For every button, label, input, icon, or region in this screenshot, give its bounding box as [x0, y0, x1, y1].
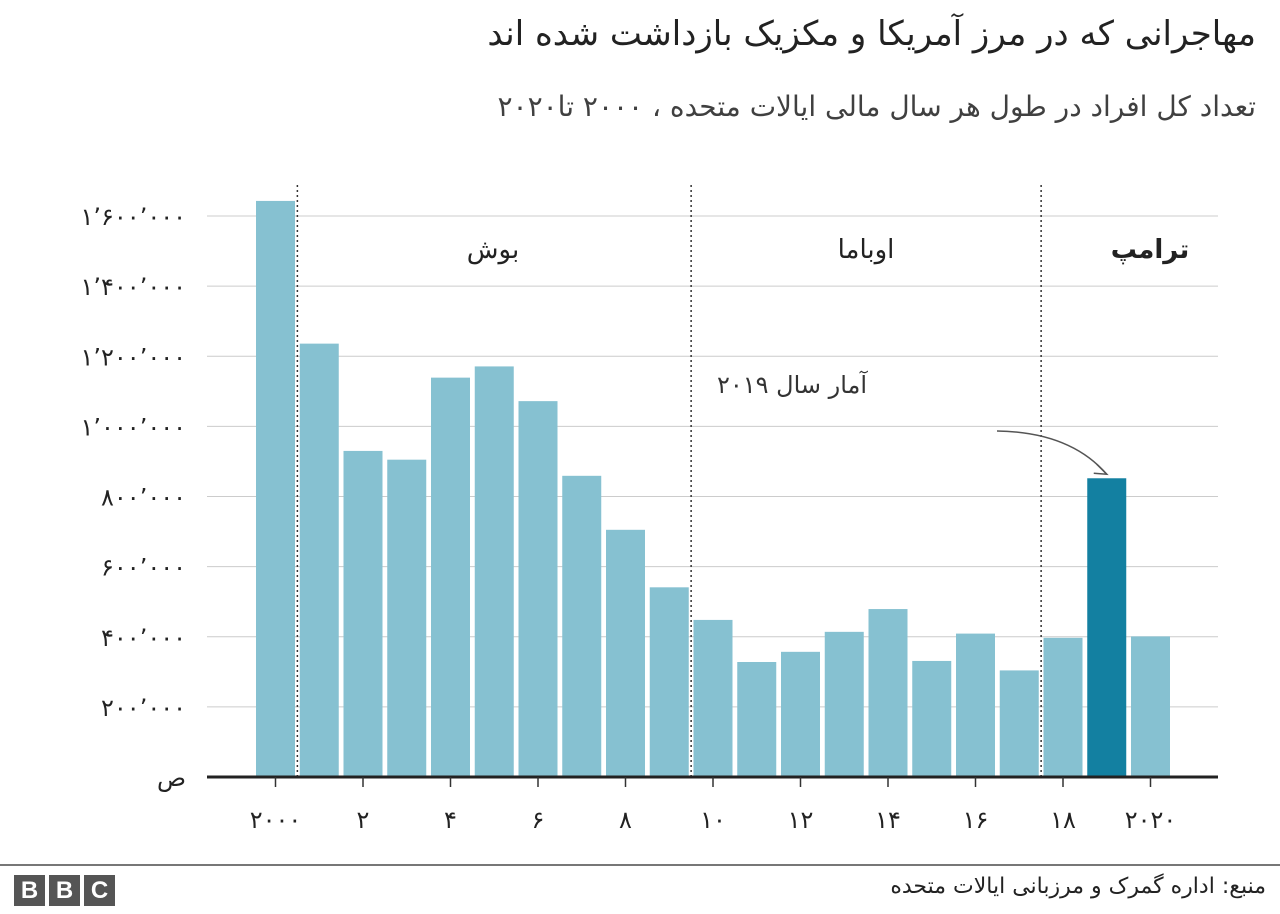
bar-2020: [1131, 636, 1170, 777]
bar-2003: [387, 459, 427, 777]
footer-divider: [0, 864, 1280, 866]
x-tick-label: ۱۲: [788, 806, 814, 834]
source-note: منبع: اداره گمرک و مرزبانی ایالات متحده: [890, 874, 1266, 899]
y-tick-label: ص: [157, 764, 186, 792]
y-tick-label: ۱٬۴۰۰٬۰۰۰: [81, 273, 187, 301]
bar-2017: [999, 670, 1039, 777]
bar-2001: [299, 343, 339, 777]
bar-2018: [1043, 637, 1083, 777]
bar-2016: [956, 633, 995, 777]
x-tick-label: ۱۸: [1050, 806, 1076, 834]
bar-2005: [474, 366, 514, 777]
period-label: بوش: [467, 235, 519, 265]
bar-2010: [693, 619, 733, 777]
bar-2004: [431, 377, 470, 777]
x-tick-label: ۲: [357, 806, 370, 834]
x-tick-label: ۱۶: [963, 806, 989, 834]
x-tick-label: ۲۰۲۰: [1125, 806, 1177, 834]
y-tick-label: ۱٬۰۰۰٬۰۰۰: [81, 413, 187, 441]
bar-2012: [781, 651, 820, 777]
x-tick-label: ۲۰۰۰: [250, 806, 302, 834]
x-tick-label: ۱۴: [875, 806, 901, 834]
y-tick-label: ۸۰۰٬۰۰۰: [101, 484, 186, 512]
bar-2008: [606, 529, 645, 777]
bar-2013: [824, 631, 864, 777]
y-tick-label: ۶۰۰٬۰۰۰: [101, 554, 186, 582]
x-tick-label: ۶: [532, 806, 545, 834]
bar-chart: ص ۲۰۰٬۰۰۰ ۴۰۰٬۰۰۰ ۶۰۰٬۰۰۰ ۸۰۰٬۰۰۰ ۱٬۰۰۰٬۰۰۰ ۱٬…: [81, 185, 1218, 834]
bar-2002: [343, 450, 383, 777]
y-tick-label: ۱٬۲۰۰٬۰۰۰: [81, 343, 187, 371]
bar-2007: [562, 475, 602, 777]
bar-2019: [1087, 478, 1127, 777]
annotation-arrow: [996, 430, 1108, 475]
chart-subtitle: تعداد کل افراد در طول هر سال مالی ایالات…: [497, 90, 1256, 123]
annotation-label: آمار سال ۲۰۱۹: [717, 370, 868, 399]
bar-2000: [256, 200, 295, 778]
y-tick-label: ۴۰۰٬۰۰۰: [101, 624, 186, 652]
bar-2009: [649, 587, 689, 777]
bar-2006: [518, 401, 558, 777]
period-label: ترامپ: [1111, 235, 1189, 265]
y-tick-label: ۲۰۰٬۰۰۰: [101, 694, 186, 722]
period-label: اوباما: [838, 235, 895, 265]
chart-title: مهاجرانی که در مرز آمریکا و مکزیک بازداش…: [487, 14, 1256, 54]
bar-2015: [912, 660, 952, 777]
bar-2011: [737, 661, 777, 777]
arrowhead-icon: [1093, 463, 1109, 476]
x-tick-label: ۴: [444, 806, 457, 834]
x-tick-label: ۱۰: [700, 806, 726, 834]
x-tick-label: ۸: [619, 806, 632, 834]
bar-2014: [868, 609, 908, 777]
y-tick-label: ۱٬۶۰۰٬۰۰۰: [81, 203, 187, 231]
